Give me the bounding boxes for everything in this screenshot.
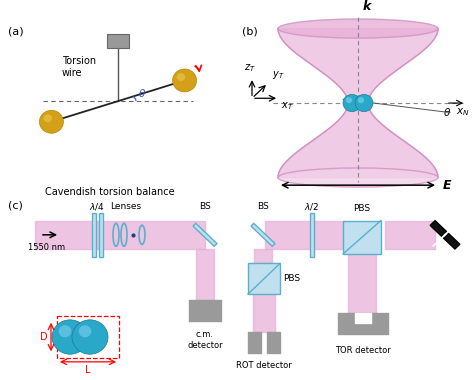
Circle shape bbox=[346, 97, 352, 103]
Text: Cavendish torsion balance: Cavendish torsion balance bbox=[45, 187, 175, 197]
Text: $\theta$: $\theta$ bbox=[443, 106, 451, 119]
Text: (a): (a) bbox=[8, 27, 24, 36]
Text: $\boldsymbol{k}$: $\boldsymbol{k}$ bbox=[362, 0, 373, 13]
Text: (b): (b) bbox=[242, 27, 258, 36]
Circle shape bbox=[52, 320, 88, 354]
Circle shape bbox=[79, 325, 91, 337]
Circle shape bbox=[173, 69, 197, 92]
Polygon shape bbox=[278, 28, 438, 177]
Text: $\lambda/4$: $\lambda/4$ bbox=[89, 201, 105, 212]
Polygon shape bbox=[430, 221, 460, 249]
Text: $x_N$: $x_N$ bbox=[456, 106, 470, 118]
Circle shape bbox=[358, 97, 364, 103]
Polygon shape bbox=[107, 34, 129, 48]
Ellipse shape bbox=[278, 19, 438, 38]
Text: PBS: PBS bbox=[283, 274, 300, 283]
Circle shape bbox=[355, 95, 373, 112]
Text: c.m.
detector: c.m. detector bbox=[187, 330, 223, 350]
Text: TOR detector: TOR detector bbox=[335, 346, 391, 355]
Text: D: D bbox=[40, 332, 48, 342]
Text: $\boldsymbol{E}$: $\boldsymbol{E}$ bbox=[442, 179, 452, 192]
Polygon shape bbox=[193, 223, 217, 246]
Text: BS: BS bbox=[199, 202, 211, 211]
Text: (c): (c) bbox=[8, 201, 23, 211]
Polygon shape bbox=[248, 263, 280, 294]
Text: Lenses: Lenses bbox=[110, 202, 142, 211]
Circle shape bbox=[44, 114, 52, 122]
Polygon shape bbox=[343, 220, 381, 254]
Circle shape bbox=[72, 320, 108, 354]
Polygon shape bbox=[99, 213, 103, 257]
Text: $x_T$: $x_T$ bbox=[281, 100, 293, 112]
Text: BS: BS bbox=[257, 202, 269, 211]
Polygon shape bbox=[310, 213, 314, 257]
Circle shape bbox=[59, 325, 71, 337]
Text: $z_T$: $z_T$ bbox=[244, 63, 256, 74]
Text: $\theta$: $\theta$ bbox=[138, 87, 146, 98]
Circle shape bbox=[39, 110, 64, 133]
Polygon shape bbox=[92, 213, 96, 257]
Text: $y_T$: $y_T$ bbox=[272, 69, 284, 81]
Text: ROT detector: ROT detector bbox=[236, 361, 292, 370]
Text: Torsion
wire: Torsion wire bbox=[62, 56, 96, 78]
Text: L: L bbox=[85, 366, 91, 375]
Polygon shape bbox=[251, 223, 275, 246]
Ellipse shape bbox=[278, 168, 438, 187]
Text: $\lambda/2$: $\lambda/2$ bbox=[304, 201, 319, 212]
Text: PBS: PBS bbox=[354, 204, 371, 213]
Circle shape bbox=[343, 95, 361, 112]
Text: 1550 nm: 1550 nm bbox=[28, 243, 65, 252]
Circle shape bbox=[177, 73, 185, 81]
